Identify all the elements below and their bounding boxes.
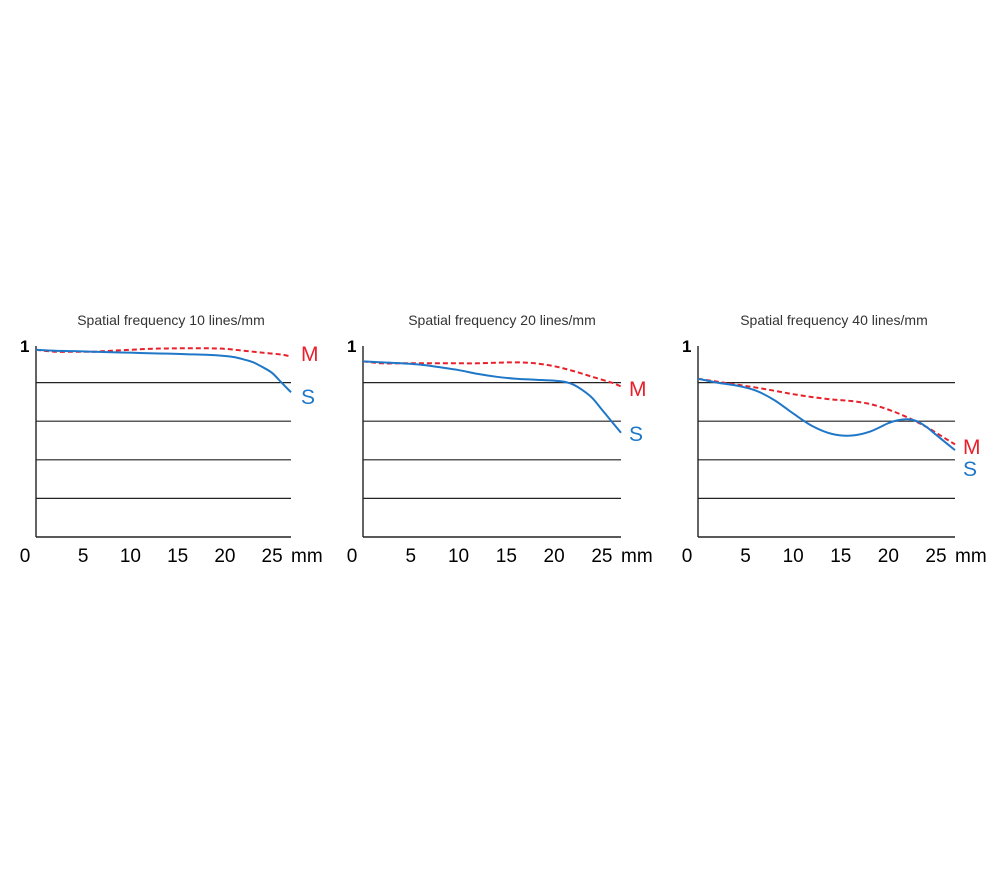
series-label-m: M: [963, 436, 981, 459]
x-tick-label: 20: [214, 546, 235, 567]
x-tick-label: 15: [830, 546, 851, 567]
series-line-s: [35, 348, 292, 393]
x-tick-label: 0: [347, 546, 358, 567]
series-label-s: S: [629, 423, 643, 446]
y-tick-label: 1: [682, 337, 691, 356]
x-axis-unit: mm: [621, 546, 653, 567]
series-label-s: S: [963, 458, 977, 481]
series-line-m: [35, 347, 292, 358]
series-line-m: [697, 377, 956, 446]
x-axis-unit: mm: [955, 546, 987, 567]
y-tick-label: 1: [347, 337, 356, 356]
x-tick-label: 5: [740, 546, 751, 567]
x-tick-label: 0: [682, 546, 693, 567]
chart-title: Spatial frequency 10 lines/mm: [77, 312, 265, 328]
series-label-s: S: [301, 386, 315, 409]
y-tick-label: 1: [20, 337, 29, 356]
series-line-s: [362, 360, 622, 434]
x-tick-label: 20: [544, 546, 565, 567]
series-label-m: M: [301, 343, 319, 366]
x-tick-label: 10: [448, 546, 469, 567]
x-tick-label: 20: [878, 546, 899, 567]
chart-title: Spatial frequency 20 lines/mm: [408, 312, 596, 328]
series-label-m: M: [629, 378, 647, 401]
x-tick-label: 15: [167, 546, 188, 567]
x-tick-label: 5: [78, 546, 89, 567]
x-tick-label: 15: [496, 546, 517, 567]
x-axis-unit: mm: [291, 546, 323, 567]
chart-title: Spatial frequency 40 lines/mm: [740, 312, 928, 328]
x-tick-label: 10: [783, 546, 804, 567]
x-tick-label: 10: [120, 546, 141, 567]
x-tick-label: 25: [262, 546, 283, 567]
x-tick-label: 0: [20, 546, 31, 567]
x-tick-label: 5: [405, 546, 416, 567]
x-tick-label: 25: [591, 546, 612, 567]
series-line-s: [697, 377, 956, 451]
x-tick-label: 25: [925, 546, 946, 567]
